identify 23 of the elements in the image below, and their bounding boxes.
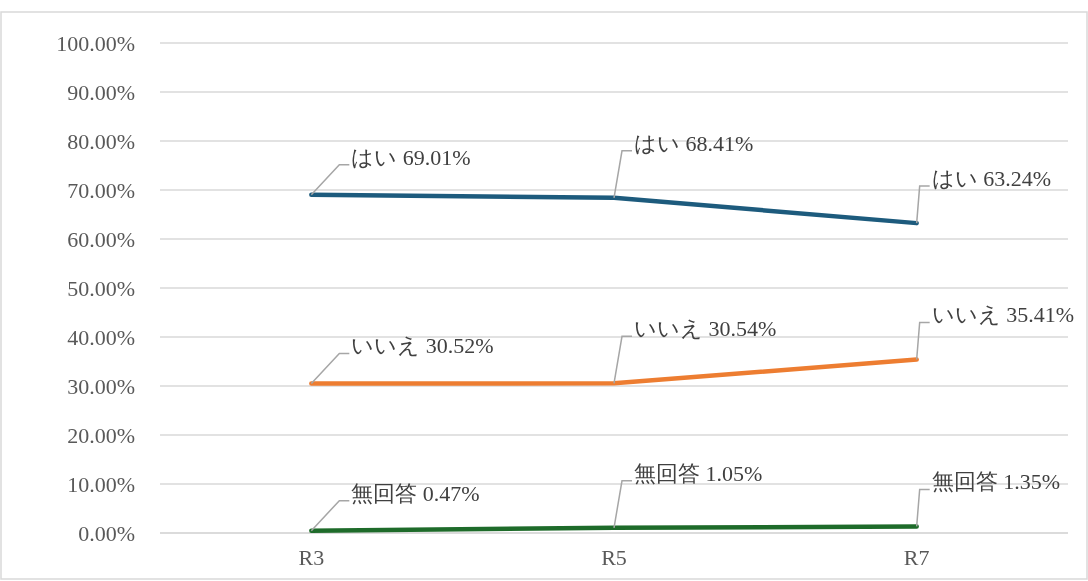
- y-tick-label: 80.00%: [67, 129, 135, 154]
- y-tick-label: 10.00%: [67, 472, 135, 497]
- y-tick-label: 50.00%: [67, 276, 135, 301]
- y-tick-label: 70.00%: [67, 178, 135, 203]
- y-tick-label: 90.00%: [67, 80, 135, 105]
- text: はい 68.41%: [634, 130, 754, 156]
- text: いいえ 35.41%: [931, 302, 1074, 328]
- text: 無回答 1.05%: [634, 460, 763, 486]
- text: 無回答 1.35%: [931, 469, 1060, 495]
- y-tick-label: 30.00%: [67, 374, 135, 399]
- text: はい 69.01%: [351, 144, 471, 170]
- y-tick-label: 20.00%: [67, 423, 135, 448]
- y-tick-label: 40.00%: [67, 325, 135, 350]
- x-tick-label: R5: [601, 545, 627, 570]
- x-tick-label: R7: [903, 545, 930, 570]
- y-tick-label: 0.00%: [78, 521, 135, 546]
- text: はい 63.24%: [931, 166, 1051, 192]
- text: いいえ 30.54%: [634, 316, 777, 342]
- y-tick-label: 100.00%: [56, 31, 135, 56]
- y-tick-label: 60.00%: [67, 227, 135, 252]
- text: いいえ 30.52%: [351, 333, 494, 359]
- text: 無回答 0.47%: [351, 480, 480, 506]
- x-tick-label: R3: [298, 545, 325, 570]
